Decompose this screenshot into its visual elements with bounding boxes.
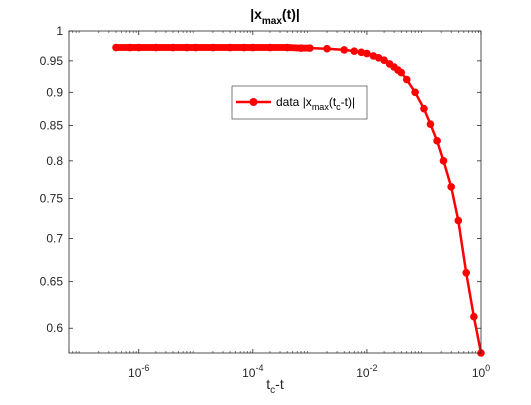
data-point bbox=[240, 43, 248, 52]
data-point bbox=[402, 75, 411, 84]
x-axis-label: tc-t bbox=[266, 376, 284, 396]
data-point bbox=[411, 88, 419, 97]
data-point bbox=[297, 44, 305, 52]
data-point bbox=[169, 43, 177, 52]
y-tick-label: 0.85 bbox=[40, 119, 64, 133]
data-point bbox=[397, 68, 406, 77]
data-point bbox=[152, 43, 160, 52]
data-point bbox=[249, 43, 257, 52]
data-point bbox=[134, 43, 143, 52]
x-tick-label: 100 bbox=[472, 363, 490, 380]
legend: data |xmax(tc-t)| bbox=[231, 85, 368, 120]
axes-box bbox=[68, 30, 482, 354]
legend-marker bbox=[249, 98, 258, 106]
y-tick-label: 0.6 bbox=[46, 321, 63, 335]
data-point bbox=[323, 44, 331, 53]
data-point bbox=[380, 56, 388, 65]
plot-area bbox=[69, 31, 481, 353]
x-tick-label: 10-6 bbox=[128, 363, 149, 380]
data-point bbox=[454, 216, 463, 225]
data-point bbox=[191, 43, 200, 52]
y-tick-label: 0.7 bbox=[46, 232, 63, 246]
data-point bbox=[340, 46, 348, 54]
data-point bbox=[433, 137, 441, 145]
data-point bbox=[183, 43, 191, 52]
x-tick-label: 10-4 bbox=[242, 363, 263, 380]
data-point bbox=[112, 43, 120, 52]
x-tick-label: 10-2 bbox=[356, 363, 377, 380]
data-point bbox=[350, 47, 359, 55]
data-point bbox=[470, 312, 478, 321]
data-point bbox=[426, 120, 435, 128]
data-point bbox=[439, 157, 448, 165]
data-point bbox=[462, 268, 470, 277]
y-tick-label: 0.8 bbox=[46, 154, 63, 168]
legend-entry-label: data |xmax(tc-t)| bbox=[276, 95, 355, 112]
y-tick-label: 0.65 bbox=[40, 275, 64, 289]
data-point bbox=[126, 43, 134, 52]
data-point bbox=[420, 104, 428, 113]
chart-title: |xmax(t)| bbox=[250, 6, 300, 27]
data-point bbox=[363, 49, 371, 58]
y-tick-label: 0.95 bbox=[40, 54, 64, 68]
y-tick-label: 1 bbox=[56, 24, 63, 38]
data-point bbox=[306, 44, 314, 52]
y-tick-label: 0.75 bbox=[40, 191, 64, 205]
data-point bbox=[226, 43, 234, 52]
data-point bbox=[283, 43, 291, 52]
data-point bbox=[447, 183, 455, 191]
y-tick-label: 0.9 bbox=[46, 85, 63, 99]
data-point bbox=[266, 43, 274, 52]
data-point bbox=[209, 43, 217, 52]
